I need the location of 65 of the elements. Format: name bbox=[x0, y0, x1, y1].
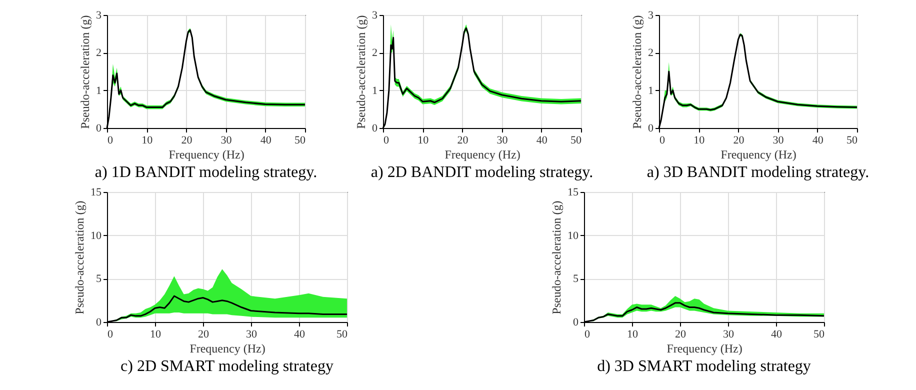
x-tick-label: 50 bbox=[336, 328, 348, 340]
x-tick-label: 10 bbox=[627, 328, 638, 340]
text: a) 1D BANDIT modeling strategy. bbox=[94, 164, 318, 181]
y-tick-label: 3 bbox=[372, 10, 378, 22]
x-tick-label: 0 bbox=[584, 328, 590, 340]
x-tick-label: 50 bbox=[846, 134, 858, 146]
y-tick-label: 15 bbox=[90, 186, 102, 198]
x-tick-label: 30 bbox=[246, 328, 258, 340]
x-tick-label: 10 bbox=[142, 134, 154, 146]
x-tick-label: 50 bbox=[294, 134, 306, 146]
x-tick-label: 20 bbox=[675, 328, 686, 340]
x-tick-label: 40 bbox=[294, 328, 306, 340]
x-tick-label: 50 bbox=[570, 134, 582, 146]
x-axis-title: Frequency (Hz) bbox=[666, 342, 742, 356]
y-tick-label: 0 bbox=[573, 316, 579, 328]
y-tick-label: 0 bbox=[96, 316, 102, 328]
x-tick-label: 0 bbox=[108, 134, 114, 146]
x-tick-label: 30 bbox=[772, 134, 784, 146]
x-tick-label: 20 bbox=[181, 134, 193, 146]
y-tick-label: 0 bbox=[96, 122, 102, 134]
y-tick-label: 1 bbox=[96, 84, 102, 97]
x-tick-label: 0 bbox=[384, 134, 390, 146]
y-tick-label: 10 bbox=[568, 230, 579, 242]
y-tick-label: 15 bbox=[568, 186, 579, 198]
text: d) 3D SMART modeling strategy bbox=[597, 358, 811, 375]
x-tick-label: 40 bbox=[812, 134, 824, 146]
y-tick-label: 0 bbox=[372, 122, 378, 134]
y-axis-title: Pseudo-acceleration (g) bbox=[354, 15, 368, 129]
x-tick-label: 20 bbox=[733, 134, 745, 146]
y-axis-title: Pseudo-acceleration (g) bbox=[630, 15, 644, 129]
x-axis-title: Frequency (Hz) bbox=[444, 148, 520, 162]
y-tick-label: 5 bbox=[96, 273, 102, 286]
y-tick-label: 1 bbox=[648, 84, 654, 97]
x-tick-label: 40 bbox=[536, 134, 548, 146]
y-tick-label: 3 bbox=[96, 10, 102, 22]
y-axis-title: Pseudo-acceleration (g) bbox=[72, 200, 86, 314]
y-tick-label: 0 bbox=[648, 122, 654, 134]
y-tick-label: 3 bbox=[648, 10, 654, 22]
x-tick-label: 0 bbox=[660, 134, 666, 146]
x-tick-label: 10 bbox=[418, 134, 430, 146]
x-axis-title: Frequency (Hz) bbox=[168, 148, 244, 162]
x-tick-label: 20 bbox=[198, 328, 210, 340]
y-tick-label: 2 bbox=[96, 47, 102, 60]
y-axis-title: Pseudo-acceleration (g) bbox=[550, 200, 564, 314]
y-tick-label: 2 bbox=[372, 47, 378, 60]
x-tick-label: 0 bbox=[108, 328, 114, 340]
x-tick-label: 30 bbox=[496, 134, 508, 146]
x-axis-title: Frequency (Hz) bbox=[190, 342, 266, 356]
x-tick-label: 40 bbox=[260, 134, 272, 146]
text: a) 3D BANDIT modeling strategy. bbox=[646, 164, 870, 181]
y-tick-label: 5 bbox=[573, 273, 579, 286]
x-tick-label: 20 bbox=[457, 134, 469, 146]
x-tick-label: 10 bbox=[694, 134, 706, 146]
x-tick-label: 30 bbox=[723, 328, 734, 340]
x-tick-label: 30 bbox=[220, 134, 232, 146]
text: c) 2D SMART modeling strategy bbox=[120, 358, 334, 375]
x-tick-label: 10 bbox=[150, 328, 162, 340]
x-tick-label: 40 bbox=[771, 328, 782, 340]
y-tick-label: 10 bbox=[90, 230, 102, 242]
y-tick-label: 1 bbox=[372, 84, 378, 97]
text: a) 2D BANDIT modeling strategy. bbox=[370, 164, 594, 181]
x-tick-label: 50 bbox=[814, 328, 825, 340]
y-tick-label: 2 bbox=[648, 47, 654, 60]
y-axis-title: Pseudo-acceleration (g) bbox=[78, 15, 92, 129]
x-axis-title: Frequency (Hz) bbox=[720, 148, 796, 162]
